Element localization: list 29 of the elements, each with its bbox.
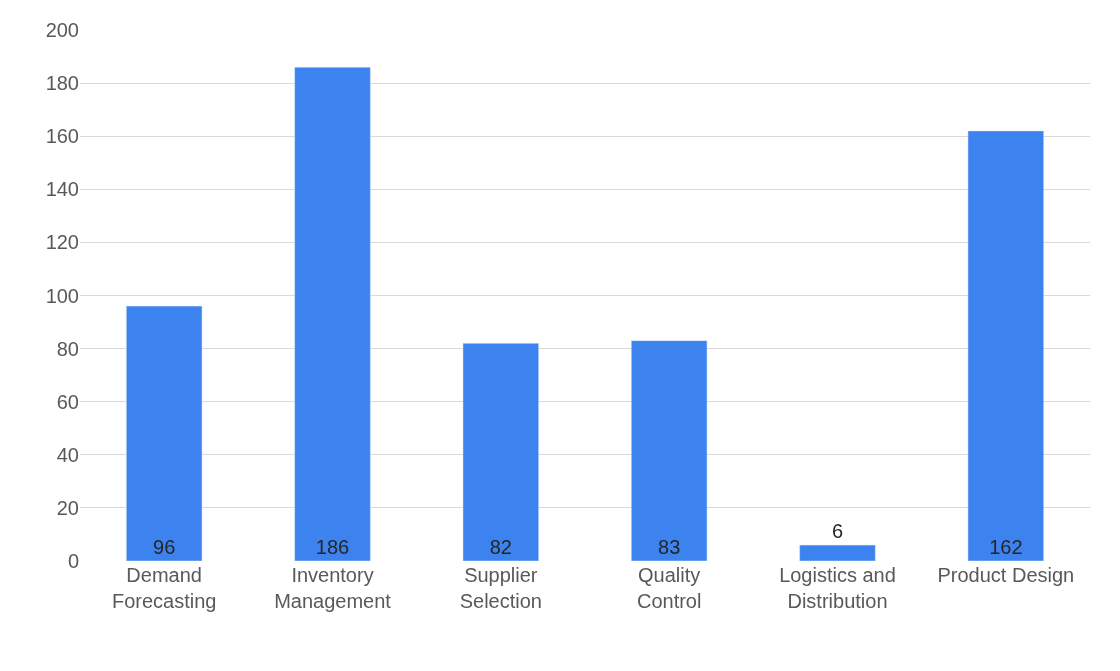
data-label: 186	[315, 536, 350, 558]
y-tick-label: 80	[56, 337, 79, 360]
data-label: 82	[489, 536, 512, 558]
bar	[462, 343, 539, 561]
x-tick-label: Quality Control	[636, 564, 702, 612]
bar	[631, 340, 708, 561]
y-tick-label: 40	[56, 443, 79, 466]
data-label: 83	[658, 536, 681, 558]
y-tick-label: 160	[45, 125, 79, 148]
x-tick-label: Logistics and Distribution	[779, 564, 896, 612]
bar	[126, 305, 203, 561]
y-tick-label: 120	[45, 231, 79, 254]
data-label: 162	[989, 536, 1023, 558]
x-tick-label: Product Design	[937, 564, 1075, 586]
bar	[967, 130, 1044, 561]
bar	[294, 66, 371, 561]
x-tick-label: Supplier Selection	[459, 564, 542, 612]
y-tick-label: 0	[67, 550, 79, 572]
y-tick-label: 20	[56, 496, 79, 519]
y-tick-label: 100	[45, 284, 79, 307]
bar	[799, 544, 876, 561]
x-tick-label: Demand Forecasting	[111, 564, 217, 612]
data-label: 96	[153, 536, 176, 558]
y-tick-label: 60	[56, 390, 79, 413]
y-tick-label: 180	[45, 72, 79, 95]
data-label: 6	[831, 520, 844, 543]
y-tick-label: 140	[45, 178, 79, 201]
y-tick-label: 200	[45, 19, 79, 41]
x-tick-label: Inventory Management	[274, 564, 392, 612]
